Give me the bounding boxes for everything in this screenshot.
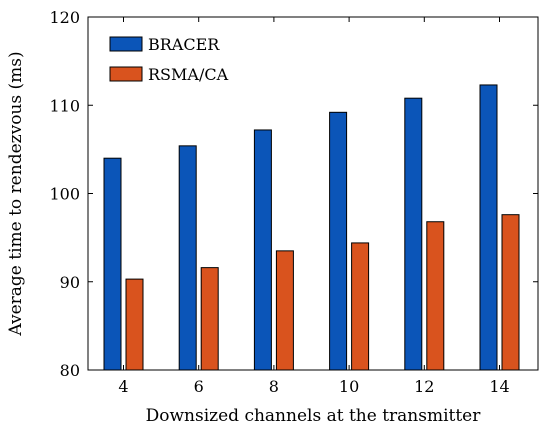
plot-frame bbox=[87, 16, 539, 371]
x-tick-label: 14 bbox=[489, 377, 509, 396]
legend-label-rsma-ca: RSMA/CA bbox=[148, 65, 229, 84]
legend: BRACER RSMA/CA bbox=[109, 35, 229, 84]
bars-group bbox=[103, 84, 520, 371]
y-tick-label: 90 bbox=[60, 273, 80, 292]
x-tick-label: 12 bbox=[414, 377, 434, 396]
y-tick-label: 120 bbox=[49, 8, 80, 27]
bar-bracer-6 bbox=[178, 145, 197, 371]
x-tick-label: 4 bbox=[118, 377, 128, 396]
x-tick-label: 10 bbox=[339, 377, 359, 396]
y-axis-ticks: 80 90 100 110 120 bbox=[49, 8, 538, 380]
bar-bracer-8 bbox=[253, 129, 272, 371]
y-axis-label: Average time to rendezvous (ms) bbox=[6, 51, 26, 336]
x-axis-ticks: 4 6 8 10 12 14 bbox=[118, 17, 510, 396]
plot-area: 80 90 100 110 120 4 6 8 10 12 14 bbox=[49, 8, 539, 396]
bar-bracer-4 bbox=[103, 157, 122, 371]
x-tick-label: 8 bbox=[269, 377, 279, 396]
bar-rsma-ca-14 bbox=[501, 214, 520, 371]
bar-bracer-14 bbox=[479, 84, 498, 371]
x-axis-label: Downsized channels at the transmitter bbox=[146, 406, 482, 426]
bar-rsma-ca-8 bbox=[275, 250, 294, 371]
legend-swatch-rsma-ca bbox=[109, 66, 143, 82]
bar-bracer-10 bbox=[329, 111, 348, 371]
bar-rsma-ca-6 bbox=[200, 267, 219, 371]
bar-bracer-12 bbox=[404, 97, 423, 371]
legend-label-bracer: BRACER bbox=[148, 35, 220, 54]
x-tick-label: 6 bbox=[194, 377, 204, 396]
bar-rsma-ca-12 bbox=[426, 221, 445, 371]
legend-swatch-bracer bbox=[109, 36, 143, 52]
bar-rsma-ca-10 bbox=[351, 242, 370, 371]
y-tick-label: 110 bbox=[49, 96, 80, 115]
bar-rsma-ca-4 bbox=[125, 278, 144, 371]
y-tick-label: 80 bbox=[60, 361, 80, 380]
y-tick-label: 100 bbox=[49, 185, 80, 204]
